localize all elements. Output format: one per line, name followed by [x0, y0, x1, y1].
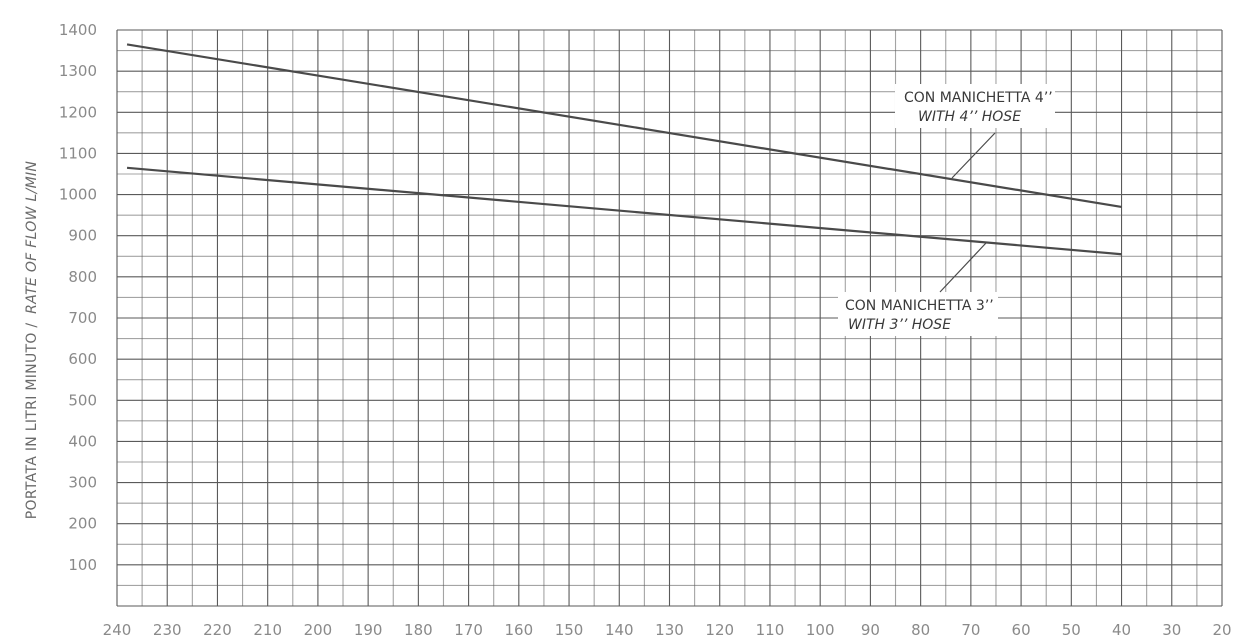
- annotation-4-hose-line2: WITH 4’’ HOSE: [918, 109, 1021, 125]
- series-line-4-hose: [126, 43, 1122, 208]
- annotation-4-hose-line1: CON MANICHETTA 4’’: [904, 90, 1053, 106]
- y-tick-label: 800: [68, 268, 97, 286]
- x-tick-label: 140: [605, 621, 634, 639]
- y-tick-label: 1200: [59, 103, 97, 121]
- x-tick-label: 240: [103, 621, 132, 639]
- annotation-3-hose-line1: CON MANICHETTA 3’’: [845, 298, 994, 314]
- x-tick-label: 130: [655, 621, 684, 639]
- y-tick-label: 300: [68, 474, 97, 492]
- y-tick-label: 1000: [59, 186, 97, 204]
- x-tick-label: 30: [1162, 621, 1181, 639]
- x-tick-label: 70: [961, 621, 980, 639]
- y-axis-label-main: PORTATA IN LITRI MINUTO /: [24, 323, 40, 520]
- y-tick-label: 500: [68, 391, 97, 409]
- annotation-4-hose-background: [895, 84, 1055, 128]
- y-axis-label-italic: RATE OF FLOW L/MIN: [24, 161, 40, 314]
- annotation-3-hose-leader: [939, 242, 987, 293]
- x-tick-label: 40: [1112, 621, 1131, 639]
- y-tick-label: 200: [68, 515, 97, 533]
- y-tick-label: 1300: [59, 62, 97, 80]
- x-tick-label: 100: [806, 621, 835, 639]
- y-tick-label: 600: [68, 350, 97, 368]
- y-axis-ticks: 100 200 300 400 500 600 700 800 900 1000 1100 1200 1…: [59, 21, 97, 574]
- series-line-3-hose: [126, 166, 1122, 256]
- x-tick-label: 120: [705, 621, 734, 639]
- x-tick-label: 50: [1062, 621, 1081, 639]
- x-tick-label: 210: [253, 621, 282, 639]
- x-tick-label: 110: [756, 621, 785, 639]
- grid: [116, 29, 1223, 607]
- x-tick-label: 220: [203, 621, 232, 639]
- x-tick-label: 20: [1212, 621, 1231, 639]
- x-tick-label: 180: [404, 621, 433, 639]
- annotation-3-hose-background: [838, 292, 998, 336]
- x-tick-label: 80: [911, 621, 930, 639]
- x-tick-label: 60: [1012, 621, 1031, 639]
- y-tick-label: 1400: [59, 21, 97, 39]
- x-tick-label: 160: [504, 621, 533, 639]
- annotation-4-hose: CON MANICHETTA 4’’ WITH 4’’ HOSE: [895, 84, 1055, 179]
- x-tick-label: 190: [354, 621, 383, 639]
- y-tick-label: 1100: [59, 144, 97, 162]
- y-tick-label: 400: [68, 432, 97, 450]
- x-tick-label: 170: [454, 621, 483, 639]
- y-tick-label: 100: [68, 556, 97, 574]
- annotation-3-hose: CON MANICHETTA 3’’ WITH 3’’ HOSE: [838, 242, 998, 336]
- y-tick-label: 700: [68, 309, 97, 327]
- x-axis-ticks: 240 230 220 210 200 190 180 170 160 150 140 130 120 1…: [103, 621, 1232, 639]
- y-axis-label: PORTATA IN LITRI MINUTO / RATE OF FLOW L…: [24, 161, 40, 520]
- x-tick-label: 230: [153, 621, 182, 639]
- series-group: [126, 43, 1122, 256]
- y-tick-label: 900: [68, 227, 97, 245]
- x-tick-label: 90: [861, 621, 880, 639]
- annotation-3-hose-line2: WITH 3’’ HOSE: [848, 317, 951, 333]
- annotation-4-hose-leader: [951, 132, 996, 179]
- x-tick-label: 150: [555, 621, 584, 639]
- x-tick-label: 200: [304, 621, 333, 639]
